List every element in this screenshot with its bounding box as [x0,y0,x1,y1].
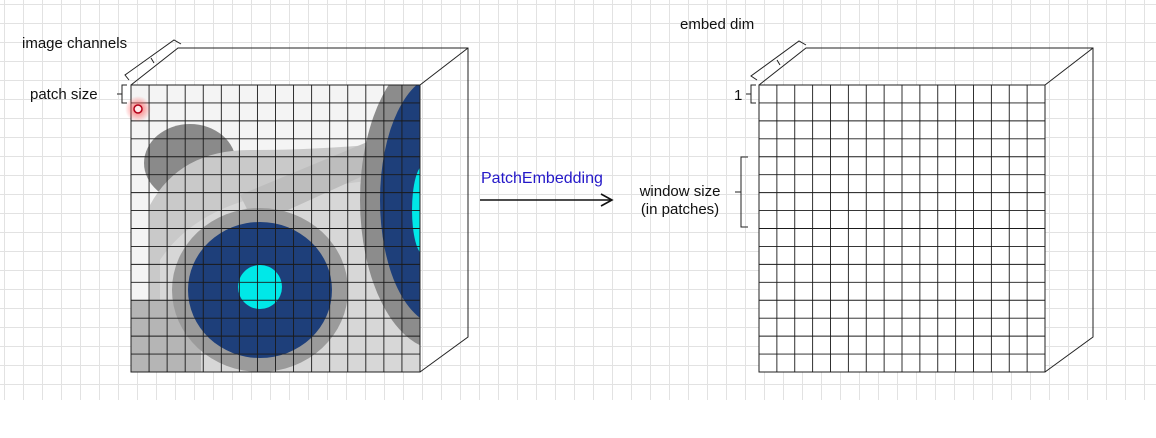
patch-size-label: patch size [30,86,98,103]
image-channels-label: image channels [22,35,128,52]
window-size-line2: (in patches) [640,201,720,218]
window-size-label: window size (in patches) [628,183,732,219]
patch-embedding-label: PatchEmbedding [481,170,603,187]
embed-dim-bracket [750,40,807,81]
one-patch-bracket [746,84,756,104]
patch-size-bracket [117,84,127,104]
output-patch-grid [759,85,1045,372]
embed-dim-label: embed dim [680,16,755,33]
input-patch-grid [131,85,420,372]
patch-embedding-arrow [480,193,614,207]
window-size-line1: window size [639,183,721,200]
output-embedding-cube [758,47,1094,373]
one-label: 1 [734,87,743,104]
input-image-cube [130,47,469,373]
window-size-bracket [735,156,748,228]
image-channels-bracket [124,39,182,81]
cursor-marker [125,96,151,122]
